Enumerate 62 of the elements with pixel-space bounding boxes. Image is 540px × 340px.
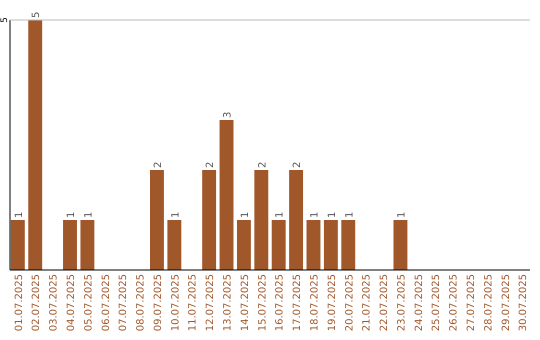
bar xyxy=(220,120,234,270)
data-label: 1 xyxy=(344,212,356,218)
x-tick-label: 25.07.2025 xyxy=(431,274,442,332)
x-tick-label: 17.07.2025 xyxy=(292,274,304,332)
bar xyxy=(289,170,304,270)
x-tick-label: 29.07.2025 xyxy=(500,274,512,332)
data-label: 1 xyxy=(326,212,338,218)
bar xyxy=(324,220,338,270)
data-label: 2 xyxy=(292,162,304,168)
data-label: 1 xyxy=(309,212,320,218)
bar xyxy=(236,220,251,270)
data-label: 1 xyxy=(66,212,77,218)
x-tick-label: 12.07.2025 xyxy=(205,274,216,332)
x-tick-label: 06.07.2025 xyxy=(100,274,112,332)
x-tick-label: 05.07.2025 xyxy=(83,274,94,332)
bar xyxy=(63,220,77,270)
bar xyxy=(80,220,94,270)
x-tick-label: 20.07.2025 xyxy=(344,274,356,332)
x-tick-label: 24.07.2025 xyxy=(414,274,425,332)
x-tick-label: 08.07.2025 xyxy=(136,274,147,332)
x-tick-label: 09.07.2025 xyxy=(152,274,164,332)
x-tick-label: 02.07.2025 xyxy=(31,274,42,332)
data-label: 1 xyxy=(83,212,94,218)
x-tick-label: 01.07.2025 xyxy=(14,274,25,332)
x-tick-label: 19.07.2025 xyxy=(326,274,338,332)
data-label: 1 xyxy=(396,212,408,218)
data-label: 2 xyxy=(257,162,268,168)
bar xyxy=(254,170,268,270)
data-label: 1 xyxy=(14,212,25,218)
x-tick-label: 18.07.2025 xyxy=(309,274,320,332)
bar xyxy=(150,170,164,270)
data-label: 2 xyxy=(152,162,164,168)
x-tick-label: 16.07.2025 xyxy=(274,274,286,332)
data-label: 1 xyxy=(274,212,286,218)
x-tick-label: 13.07.2025 xyxy=(222,274,234,332)
bar xyxy=(306,220,320,270)
x-tick-label: 07.07.2025 xyxy=(118,274,130,332)
bar xyxy=(202,170,216,270)
x-tick-label: 04.07.2025 xyxy=(66,274,77,332)
x-tick-label: 03.07.2025 xyxy=(48,274,60,332)
data-label: 5 xyxy=(31,12,42,18)
x-tick-label: 30.07.2025 xyxy=(518,274,530,332)
bar xyxy=(10,220,25,270)
data-label: 1 xyxy=(240,212,251,218)
x-tick-label: 11.07.2025 xyxy=(188,274,199,332)
bar xyxy=(28,20,42,270)
x-tick-label: 10.07.2025 xyxy=(170,274,182,332)
data-label: 2 xyxy=(205,162,216,168)
x-tick-label: 22.07.2025 xyxy=(379,274,390,332)
bar xyxy=(272,220,286,270)
x-tick-label: 23.07.2025 xyxy=(396,274,408,332)
x-tick-label: 14.07.2025 xyxy=(240,274,251,332)
bar xyxy=(167,220,182,270)
bar xyxy=(341,220,356,270)
x-tick-label: 26.07.2025 xyxy=(448,274,460,332)
x-tick-label: 28.07.2025 xyxy=(483,274,494,332)
x-tick-label: 15.07.2025 xyxy=(257,274,268,332)
data-label: 1 xyxy=(170,212,182,218)
bar xyxy=(393,220,408,270)
x-tick-label: 27.07.2025 xyxy=(466,274,477,332)
x-tick-label: 21.07.2025 xyxy=(362,274,373,332)
data-label: 3 xyxy=(222,112,234,118)
